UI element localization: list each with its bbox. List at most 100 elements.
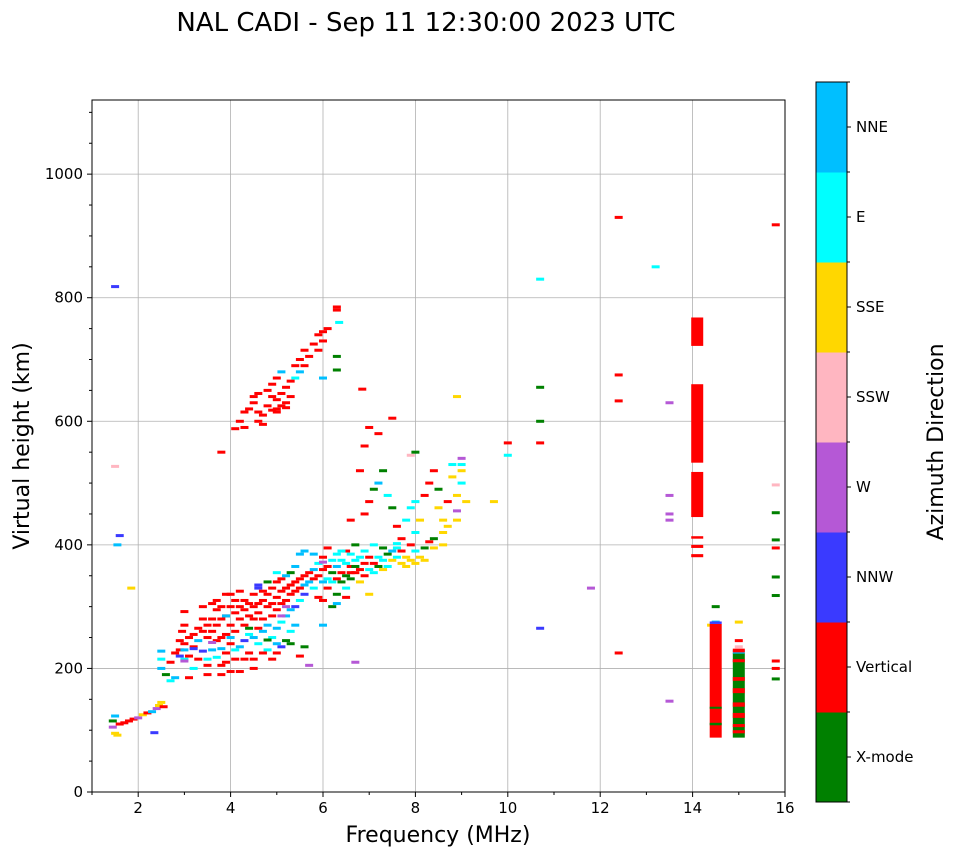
echo-point xyxy=(323,577,332,581)
echo-point xyxy=(355,555,364,559)
echo-point xyxy=(328,605,337,609)
echo-point xyxy=(291,580,300,584)
echo-point xyxy=(365,425,374,429)
echo-point xyxy=(457,463,466,467)
echo-point xyxy=(416,518,425,522)
echo-point xyxy=(115,534,124,538)
echo-point xyxy=(369,543,378,547)
echo-point xyxy=(448,475,457,479)
colorbar-swatch xyxy=(816,262,847,353)
echo-point xyxy=(286,608,295,612)
echo-point xyxy=(319,623,327,627)
x-tick-label: 6 xyxy=(318,799,328,817)
echo-point xyxy=(157,649,166,653)
echo-point xyxy=(319,339,327,343)
echo-point xyxy=(208,629,217,633)
echo-point xyxy=(300,574,309,578)
echo-point xyxy=(245,626,254,630)
x-tick-label: 2 xyxy=(133,799,143,817)
echo-point xyxy=(245,651,254,655)
grid-lines xyxy=(92,100,786,793)
echo-point xyxy=(203,623,212,627)
echo-point xyxy=(416,555,425,559)
echo-point xyxy=(263,388,272,392)
echo-point xyxy=(457,456,466,460)
echo-point xyxy=(180,648,189,652)
echo-point xyxy=(272,407,281,411)
echo-point xyxy=(217,605,226,609)
echo-point xyxy=(379,469,388,473)
echo-point xyxy=(180,623,189,627)
echo-point xyxy=(374,481,383,485)
echo-point xyxy=(406,558,415,562)
echo-point xyxy=(332,308,341,312)
data-marks xyxy=(108,215,780,738)
echo-point xyxy=(358,387,367,391)
echo-point xyxy=(379,546,388,550)
echo-point xyxy=(166,660,175,664)
echo-point xyxy=(309,568,318,572)
echo-point xyxy=(240,410,249,414)
colorbar-swatch xyxy=(816,442,847,533)
echo-point xyxy=(323,327,332,331)
echo-point xyxy=(351,543,360,547)
echo-point xyxy=(411,531,420,534)
echo-point xyxy=(272,398,281,402)
echo-point xyxy=(309,577,318,581)
echo-point xyxy=(295,598,304,602)
echo-point xyxy=(411,549,420,553)
echo-point xyxy=(295,654,304,658)
echo-point xyxy=(212,655,221,659)
echo-point xyxy=(226,670,235,674)
echo-point xyxy=(235,589,244,593)
echo-point xyxy=(323,586,332,590)
echo-point xyxy=(258,598,267,602)
echo-point xyxy=(406,543,415,547)
echo-point xyxy=(319,330,327,334)
echo-point xyxy=(277,589,286,593)
echo-point xyxy=(388,549,397,553)
echo-point xyxy=(249,401,258,405)
echo-point xyxy=(346,571,355,575)
echo-point xyxy=(448,463,457,467)
echo-point xyxy=(614,215,623,219)
echo-point xyxy=(221,592,230,596)
echo-point xyxy=(258,629,267,633)
echo-point xyxy=(258,422,267,426)
echo-point xyxy=(194,626,203,630)
echo-point xyxy=(402,555,411,559)
echo-column-segment xyxy=(732,730,745,734)
echo-point xyxy=(374,564,383,568)
echo-point xyxy=(272,608,281,612)
echo-column-segment xyxy=(732,659,745,663)
colorbar-swatch xyxy=(816,712,847,803)
echo-point xyxy=(235,605,244,609)
colorbar-frame xyxy=(815,81,848,803)
echo-point xyxy=(154,704,163,707)
echo-point xyxy=(203,673,212,677)
echo-point xyxy=(113,733,122,737)
echo-point xyxy=(231,611,240,615)
echo-point xyxy=(536,277,545,281)
echo-point xyxy=(314,348,323,352)
echo-point xyxy=(402,518,411,522)
echo-point xyxy=(277,404,286,408)
echo-point xyxy=(365,568,374,572)
x-tick-label: 14 xyxy=(683,799,702,817)
echo-point xyxy=(226,636,235,640)
x-tick-label: 10 xyxy=(498,799,517,817)
echo-point xyxy=(272,626,281,630)
echo-point xyxy=(342,595,351,599)
echo-point xyxy=(434,487,443,491)
echo-point xyxy=(254,419,263,423)
echo-column-segment xyxy=(691,471,704,518)
echo-point xyxy=(208,648,217,652)
echo-point xyxy=(771,483,780,487)
echo-point xyxy=(332,592,341,596)
echo-point xyxy=(429,546,438,550)
echo-point xyxy=(337,571,346,575)
echo-point xyxy=(235,645,244,649)
colorbar-tick-label: Vertical xyxy=(856,658,912,676)
echo-point xyxy=(439,518,448,522)
echo-point xyxy=(295,370,304,374)
